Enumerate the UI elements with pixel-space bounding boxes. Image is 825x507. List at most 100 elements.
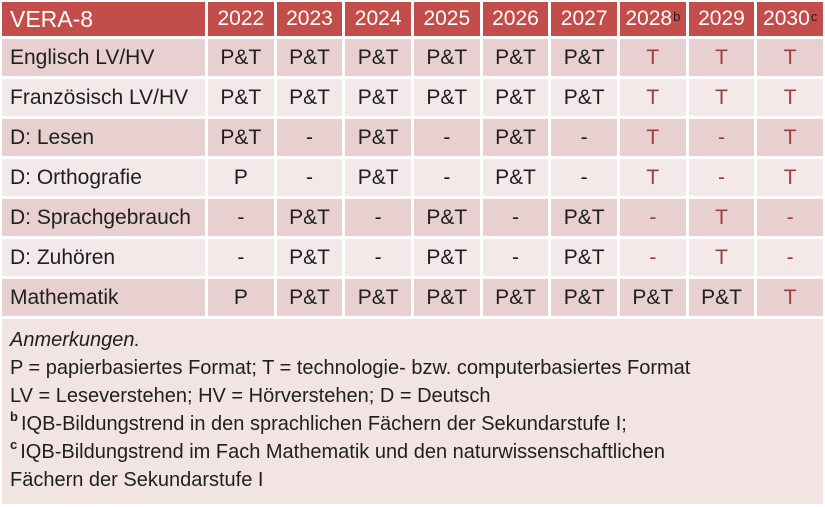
format-cell: P&T [345,279,411,316]
format-value: P&T [289,245,330,269]
year-label: 2028 [625,7,673,30]
format-value: T [646,125,660,149]
format-cell: P&T [208,79,274,116]
note-text: IQB-Bildungstrend in den sprachlichen Fä… [20,413,627,435]
format-cell: P&T [208,39,274,76]
format-cell: - [482,199,549,236]
format-value: - [649,205,657,229]
format-cell: - [619,239,686,276]
format-value: - [511,205,519,229]
format-cell: P&T [551,79,617,116]
format-value: P&T [495,285,536,309]
format-cell: P&T [482,119,549,156]
format-value: - [717,125,725,149]
format-value: T [783,125,797,149]
note-line: b IQB-Bildungstrend in den sprachlichen F… [10,410,813,438]
format-value: P&T [289,85,330,109]
format-cell: P&T [551,39,617,76]
table-title: VERA-8 [2,2,205,36]
format-cell: P&T [345,119,411,156]
format-value: P&T [495,165,536,189]
format-cell: P&T [551,279,617,316]
format-value: P&T [563,285,605,309]
format-cell: T [688,199,755,236]
format-cell: P&T [276,79,343,116]
format-value: - [786,245,794,269]
format-cell: T [757,279,823,316]
row-label: D: Orthografie [2,159,205,196]
format-cell: - [276,119,343,156]
year-label: 2030 [763,7,810,30]
format-cell: T [619,159,686,196]
note-line: c IQB-Bildungstrend im Fach Mathematik un… [10,438,813,466]
format-cell: T [757,79,823,116]
format-cell: T [688,79,755,116]
format-value: T [715,245,728,269]
format-value: - [511,245,519,269]
format-cell: - [345,239,411,276]
format-value: - [305,165,313,189]
note-text: IQB-Bildungstrend im Fach Mathematik und… [20,441,665,463]
format-cell: P&T [276,279,343,316]
row-label: D: Zuhören [2,239,205,276]
year-label: 2024 [354,7,402,30]
format-value: P&T [357,85,399,109]
year-label: 2023 [286,7,333,30]
format-cell: - [551,119,617,156]
year-label: 2025 [423,7,471,30]
format-value: T [646,165,660,189]
format-value: T [646,85,660,109]
format-cell: P&T [482,279,549,316]
format-value: P&T [220,85,262,109]
format-cell: P&T [551,239,617,276]
format-cell: - [551,159,617,196]
format-cell: P&T [482,159,549,196]
year-label: 2026 [492,7,539,30]
format-value: P&T [426,205,468,229]
footnote-marker-c: c [10,437,18,453]
year-header-2029: 2029 [688,2,755,36]
format-cell: P&T [482,39,549,76]
format-cell: - [345,199,411,236]
format-value: T [715,45,728,69]
format-value: P [233,285,248,309]
note-text: P = papierbasiertes Format; T = technolo… [10,357,691,379]
note-line: LV = Leseverstehen; HV = Hörverstehen; D… [10,382,813,410]
format-value: - [717,165,725,189]
format-value: P&T [357,45,399,69]
format-value: - [374,205,382,229]
year-label: 2029 [698,7,745,30]
format-cell: - [208,199,274,236]
format-value: P&T [426,45,468,69]
note-text: Fächern der Sekundarstufe I [10,469,264,491]
format-value: P&T [426,285,468,309]
format-cell: P&T [413,79,480,116]
year-label: 2022 [217,7,265,30]
year-header-2024: 2024 [345,2,411,36]
format-value: - [374,245,382,269]
format-value: - [237,245,245,269]
format-cell: P&T [413,279,480,316]
format-cell: - [413,159,480,196]
note-line: P = papierbasiertes Format; T = technolo… [10,354,813,382]
format-cell: P&T [482,79,549,116]
format-cell: P&T [619,279,686,316]
format-cell: P&T [276,39,343,76]
format-cell: - [482,239,549,276]
format-cell: - [413,119,480,156]
format-cell: P&T [276,199,343,236]
format-value: T [783,45,797,69]
vera8-table: VERA-8 2022 2023 2024 2025 2026 2027 2028 b 2029 2… [2,2,823,316]
format-value: P&T [357,165,399,189]
format-cell: - [276,159,343,196]
format-cell: T [619,39,686,76]
format-value: P&T [220,125,262,149]
row-label: Englisch LV/HV [2,39,205,76]
format-cell: - [688,119,755,156]
format-cell: P&T [688,279,755,316]
format-value: P&T [495,85,536,109]
note-text: Anmerkungen. [10,329,141,351]
year-header-2027: 2027 [551,2,617,36]
format-value: - [786,205,794,229]
